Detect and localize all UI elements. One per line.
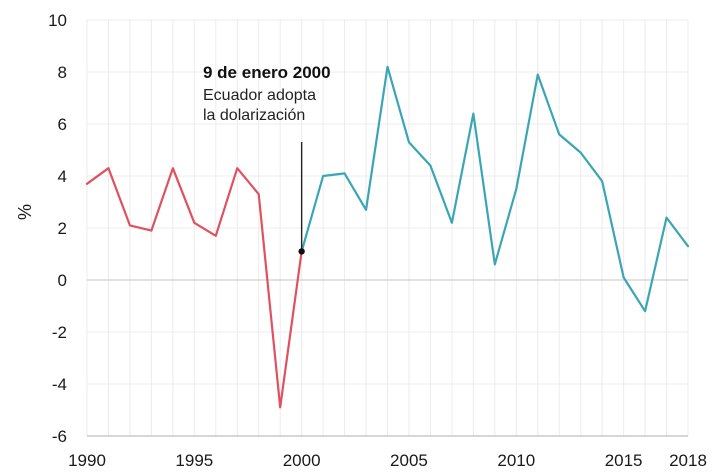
y-tick-label: 4 (58, 167, 67, 186)
y-tick-label: 10 (48, 11, 67, 30)
annotation-point (298, 248, 305, 255)
annotation: 9 de enero 2000 Ecuador adopta la dolari… (203, 63, 331, 255)
y-tick-label: -4 (52, 375, 67, 394)
x-tick-label: 1990 (68, 451, 106, 470)
x-tick-label: 2010 (497, 451, 535, 470)
annotation-title: 9 de enero 2000 (203, 63, 331, 82)
y-tick-label: 8 (58, 63, 67, 82)
annotation-line-1: Ecuador adopta (203, 87, 316, 104)
y-axis: 10 8 6 4 2 0 -2 -4 -6 (48, 11, 67, 446)
y-axis-label: % (15, 204, 35, 220)
y-tick-label: 2 (58, 219, 67, 238)
x-tick-label: 2015 (605, 451, 643, 470)
y-tick-label: -2 (52, 323, 67, 342)
y-tick-label: -6 (52, 427, 67, 446)
series-line-2 (300, 65, 690, 313)
x-tick-label: 2005 (390, 451, 428, 470)
x-axis: 1990 1995 2000 2005 2010 2015 2018 (68, 435, 707, 470)
annotation-line-2: la dolarización (203, 107, 305, 124)
x-tick-label: 2018 (669, 451, 707, 470)
y-tick-label: 0 (58, 271, 67, 290)
x-tick-label: 2000 (283, 451, 321, 470)
series-lines (85, 65, 690, 409)
grid (86, 19, 689, 437)
series-line-1 (85, 167, 303, 409)
x-tick-label: 1995 (175, 451, 213, 470)
y-tick-label: 6 (58, 115, 67, 134)
